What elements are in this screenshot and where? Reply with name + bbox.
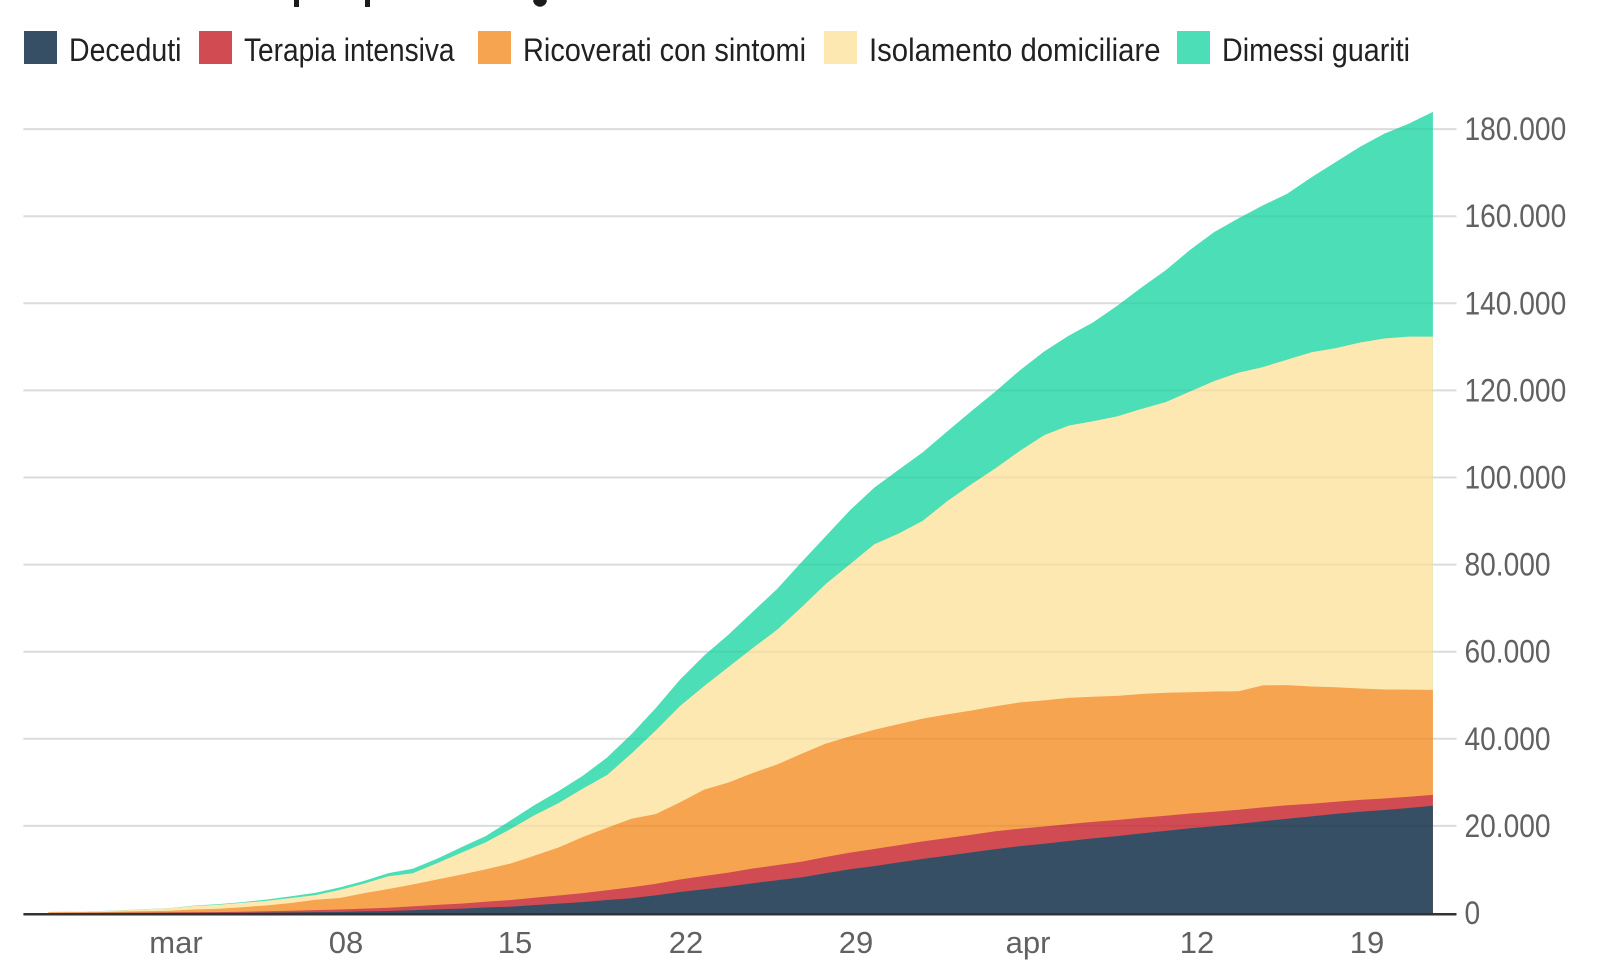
svg-text:15: 15 [498, 925, 532, 960]
svg-text:140.000: 140.000 [1465, 287, 1567, 322]
svg-text:08: 08 [329, 925, 363, 960]
svg-text:12: 12 [1180, 925, 1214, 960]
svg-text:100.000: 100.000 [1465, 461, 1567, 496]
svg-text:29: 29 [839, 925, 873, 960]
svg-text:20.000: 20.000 [1465, 809, 1551, 844]
svg-text:mar: mar [149, 925, 202, 960]
svg-text:19: 19 [1350, 925, 1384, 960]
svg-text:60.000: 60.000 [1465, 635, 1551, 670]
svg-text:apr: apr [1006, 925, 1051, 960]
svg-text:180.000: 180.000 [1465, 112, 1567, 147]
svg-text:40.000: 40.000 [1465, 722, 1551, 757]
svg-text:80.000: 80.000 [1465, 548, 1551, 583]
svg-text:120.000: 120.000 [1465, 374, 1567, 409]
svg-text:22: 22 [669, 925, 703, 960]
svg-text:0: 0 [1465, 896, 1481, 931]
svg-text:160.000: 160.000 [1465, 200, 1567, 235]
